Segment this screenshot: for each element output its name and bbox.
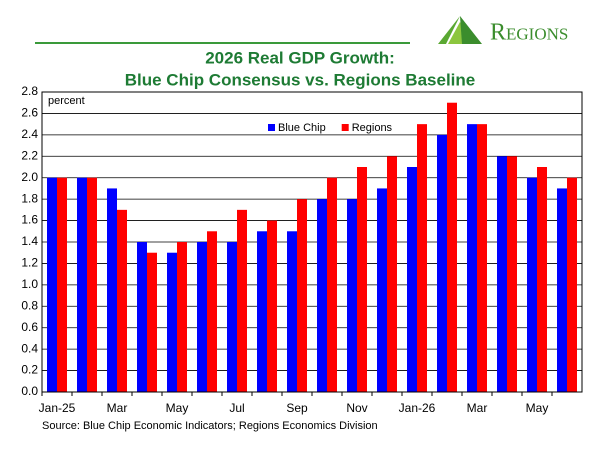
- bar: [327, 177, 337, 392]
- y-tick-label: 2.6: [21, 106, 38, 120]
- bar: [147, 252, 157, 392]
- bar: [477, 124, 487, 393]
- x-tick-label: Jan-25: [39, 401, 76, 415]
- x-tick-label: May: [166, 401, 189, 415]
- bar: [207, 231, 217, 392]
- bar: [117, 209, 127, 392]
- legend-label: Blue Chip: [278, 122, 326, 134]
- y-tick-label: 1.2: [21, 256, 38, 270]
- y-tick-label: 2.4: [21, 127, 38, 141]
- x-tick-label: Jul: [229, 401, 244, 415]
- bar: [137, 242, 147, 392]
- y-tick-label: 0.2: [21, 363, 38, 377]
- y-tick-label: 2.0: [21, 170, 38, 184]
- y-tick-label: 2.8: [21, 84, 38, 98]
- bar: [407, 167, 417, 392]
- y-tick-label: 1.8: [21, 191, 38, 205]
- bar: [557, 188, 567, 392]
- plot-border: [41, 91, 583, 393]
- bar: [507, 156, 517, 392]
- y-tick-label: 1.4: [21, 234, 38, 248]
- source-note: Source: Blue Chip Economic Indicators; R…: [42, 420, 378, 432]
- bar: [357, 167, 367, 392]
- chart-subtitle: Blue Chip Consensus vs. Regions Baseline: [125, 70, 475, 89]
- bar: [317, 199, 327, 392]
- legend-swatch: [268, 124, 275, 131]
- bar: [497, 156, 507, 392]
- bar: [537, 167, 547, 392]
- x-tick-label: May: [526, 401, 549, 415]
- y-tick-label: 1.6: [21, 213, 38, 227]
- bar: [287, 231, 297, 392]
- bar: [347, 199, 357, 392]
- chart-title: 2026 Real GDP Growth:: [205, 48, 395, 67]
- bar: [197, 242, 207, 392]
- bar: [267, 220, 277, 392]
- legend-label: Regions: [352, 122, 393, 134]
- bar: [467, 124, 477, 393]
- y-axis-label: percent: [48, 95, 85, 107]
- bar: [447, 102, 457, 392]
- bar: [177, 242, 187, 392]
- bar: [387, 156, 397, 392]
- bar: [107, 188, 117, 392]
- bar: [47, 177, 57, 392]
- y-tick-label: 0.6: [21, 320, 38, 334]
- bar: [257, 231, 267, 392]
- legend-swatch: [341, 124, 349, 131]
- bar: [437, 134, 447, 392]
- x-tick-label: Jan-26: [399, 401, 436, 415]
- y-tick-label: 1.0: [21, 277, 38, 291]
- bar: [297, 199, 307, 392]
- x-tick-label: Sep: [286, 401, 308, 415]
- bar: [167, 252, 177, 392]
- bar: [377, 188, 387, 392]
- bar: [77, 177, 87, 392]
- y-tick-label: 0.8: [21, 298, 38, 312]
- bar: [527, 177, 537, 392]
- bar: [87, 177, 97, 392]
- bar: [417, 124, 427, 393]
- bar: [567, 177, 577, 392]
- x-tick-label: Nov: [346, 401, 367, 415]
- bar: [237, 209, 247, 392]
- y-tick-label: 2.2: [21, 148, 38, 162]
- logo-mark: [438, 16, 482, 44]
- x-tick-label: Mar: [467, 401, 488, 415]
- bar: [227, 242, 237, 392]
- x-tick-label: Mar: [107, 401, 128, 415]
- bar: [57, 177, 67, 392]
- brand: Regions: [490, 20, 568, 46]
- y-tick-label: 0.4: [21, 341, 38, 355]
- y-tick-label: 0.0: [21, 384, 38, 398]
